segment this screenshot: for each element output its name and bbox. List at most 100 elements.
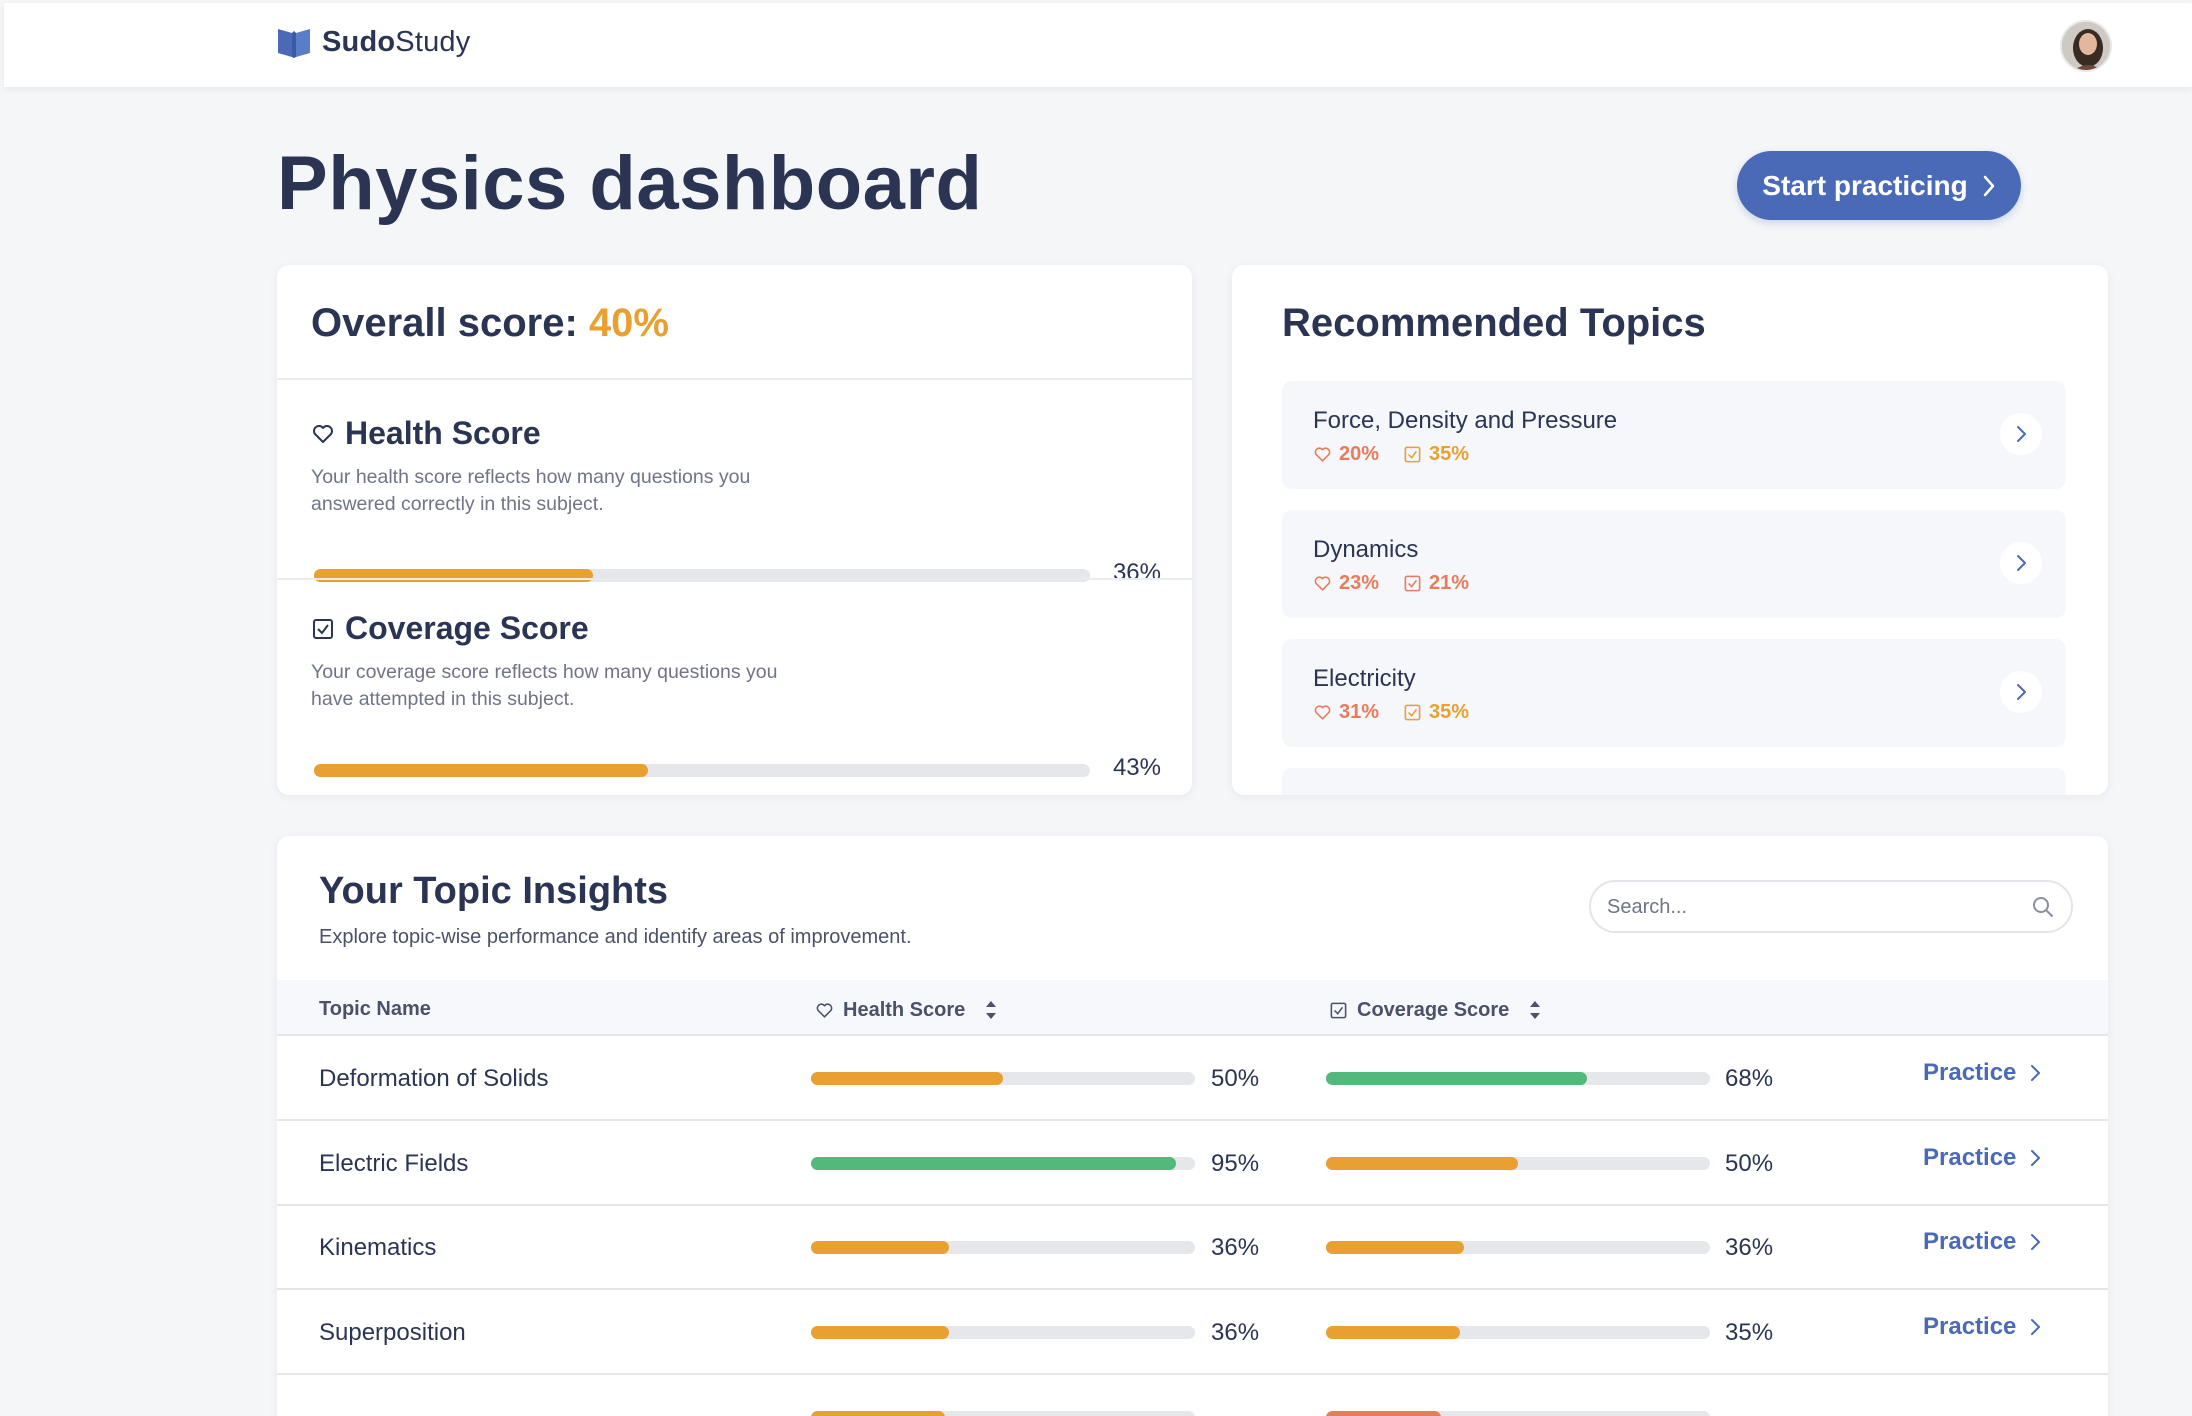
top-navbar: SudoStudy	[4, 3, 2192, 87]
heart-icon	[1314, 576, 1331, 591]
topic-open-button[interactable]	[2000, 671, 2042, 713]
topic-name-cell: Superposition	[319, 1319, 466, 1346]
checkbox-icon	[1404, 575, 1421, 592]
progress-fill	[811, 1157, 1176, 1170]
chevron-right-icon	[2031, 1319, 2041, 1335]
start-practicing-button[interactable]: Start practicing	[1737, 151, 2021, 220]
progress-fill	[811, 1326, 950, 1339]
practice-button[interactable]: Practice	[1923, 1228, 2041, 1256]
progress-fill	[1326, 1411, 1442, 1416]
search-icon[interactable]	[2031, 895, 2055, 919]
health-score-value: 36%	[1112, 559, 1161, 586]
topic-open-button[interactable]	[2000, 542, 2042, 584]
practice-button[interactable]: Practice	[1923, 1144, 2041, 1172]
topic-name: Electricity	[1313, 665, 1416, 692]
sort-icon[interactable]	[1528, 998, 1542, 1022]
recommended-topic-item[interactable]: Force, Density and Pressure 20% 35%	[1282, 381, 2066, 489]
topic-insights-subtitle: Explore topic-wise performance and ident…	[319, 926, 912, 948]
checkbox-icon	[1330, 1002, 1347, 1018]
checkbox-icon	[1404, 704, 1421, 721]
health-score-heading: Health Score	[311, 415, 1161, 452]
health-bar	[811, 1157, 1195, 1170]
health-bar	[811, 1241, 1195, 1254]
progress-fill	[811, 1241, 950, 1254]
health-bar	[811, 1326, 1195, 1339]
chevron-right-icon	[2016, 684, 2026, 700]
column-header-coverage-score[interactable]: Coverage Score	[1329, 998, 1542, 1022]
progress-fill	[1326, 1157, 1518, 1170]
practice-button[interactable]: Practice	[1923, 1313, 2041, 1341]
health-value: 95%	[1211, 1150, 1260, 1177]
start-practicing-label: Start practicing	[1762, 169, 1968, 201]
heart-icon	[1314, 705, 1331, 720]
chevron-right-icon	[2031, 1065, 2041, 1081]
recommended-topic-item[interactable]: Electricity 31% 35%	[1282, 639, 2066, 747]
brand-logo[interactable]: SudoStudy	[276, 25, 470, 59]
topic-name-cell: Electric Fields	[319, 1150, 469, 1177]
topic-health-metric: 31%	[1313, 701, 1379, 724]
topic-insights-heading: Your Topic Insights	[319, 870, 669, 912]
card-divider	[277, 378, 1192, 380]
column-header-topic-name: Topic Name	[319, 998, 431, 1020]
table-row-partial	[277, 1376, 2108, 1416]
sort-icon[interactable]	[984, 998, 998, 1022]
search-input[interactable]	[1607, 892, 2007, 922]
health-value: 50%	[1211, 1065, 1260, 1092]
recommended-topics-heading: Recommended Topics	[1282, 301, 1706, 345]
overall-score-card: Overall score: 40% Health Score Your hea…	[277, 265, 1192, 795]
table-row: Deformation of Solids 50% 68% Practice	[277, 1037, 2108, 1121]
chevron-right-icon	[1983, 175, 1994, 196]
open-book-icon	[278, 29, 310, 58]
health-score-bar: 36%	[311, 559, 1161, 589]
topic-coverage-metric: 21%	[1403, 572, 1469, 595]
progress-fill	[1326, 1241, 1465, 1254]
table-row: Superposition 36% 35% Practice	[277, 1291, 2108, 1375]
overall-score-value: 40%	[588, 301, 669, 345]
practice-button[interactable]: Practice	[1923, 1059, 2041, 1087]
chevron-right-icon	[2031, 1150, 2041, 1166]
brand-name: SudoStudy	[322, 25, 471, 58]
topic-name-cell: Deformation of Solids	[319, 1065, 549, 1092]
recommended-topic-item[interactable]: Dynamics 23% 21%	[1282, 510, 2066, 618]
coverage-score-value: 43%	[1112, 754, 1161, 781]
table-row: Electric Fields 95% 50% Practice	[277, 1122, 2108, 1206]
column-header-health-score[interactable]: Health Score	[815, 998, 998, 1022]
topic-coverage-metric: 35%	[1403, 443, 1469, 466]
topic-health-metric: 23%	[1313, 572, 1379, 595]
heart-icon	[816, 1002, 833, 1018]
recommended-topic-item-partial[interactable]	[1282, 768, 2066, 795]
card-divider	[277, 578, 1192, 580]
topic-coverage-metric: 35%	[1403, 701, 1469, 724]
table-header: Topic Name Health Score Coverage Score	[277, 980, 2108, 1036]
progress-fill	[314, 569, 594, 582]
health-bar	[811, 1411, 1195, 1416]
progress-fill	[1326, 1326, 1461, 1339]
health-value: 36%	[1211, 1234, 1260, 1261]
chevron-right-icon	[2016, 426, 2026, 442]
page-title: Physics dashboard	[277, 141, 983, 226]
heart-icon	[1314, 447, 1331, 462]
chevron-right-icon	[2016, 555, 2026, 571]
coverage-value: 35%	[1725, 1319, 1774, 1346]
coverage-bar	[1326, 1072, 1710, 1085]
topic-health-metric: 20%	[1313, 443, 1379, 466]
coverage-score-heading: Coverage Score	[311, 610, 1161, 647]
coverage-score-bar: 43%	[311, 754, 1161, 784]
topic-name: Force, Density and Pressure	[1313, 407, 1618, 434]
coverage-bar	[1326, 1241, 1710, 1254]
coverage-value: 50%	[1725, 1150, 1774, 1177]
heart-icon	[313, 424, 333, 443]
search-box	[1589, 880, 2073, 933]
topic-metrics: 31% 35%	[1313, 701, 1469, 724]
topic-insights-card: Your Topic Insights Explore topic-wise p…	[277, 836, 2108, 1416]
overall-score-heading: Overall score: 40%	[311, 301, 669, 345]
topic-metrics: 23% 21%	[1313, 572, 1469, 595]
progress-fill	[811, 1072, 1003, 1085]
health-score-description: Your health score reflects how many ques…	[311, 466, 751, 515]
topic-name: Dynamics	[1313, 536, 1419, 563]
coverage-bar	[1326, 1411, 1710, 1416]
user-avatar[interactable]	[2060, 20, 2112, 72]
chevron-right-icon	[2031, 1234, 2041, 1250]
topic-open-button[interactable]	[2000, 413, 2042, 455]
progress-track	[314, 569, 1090, 582]
